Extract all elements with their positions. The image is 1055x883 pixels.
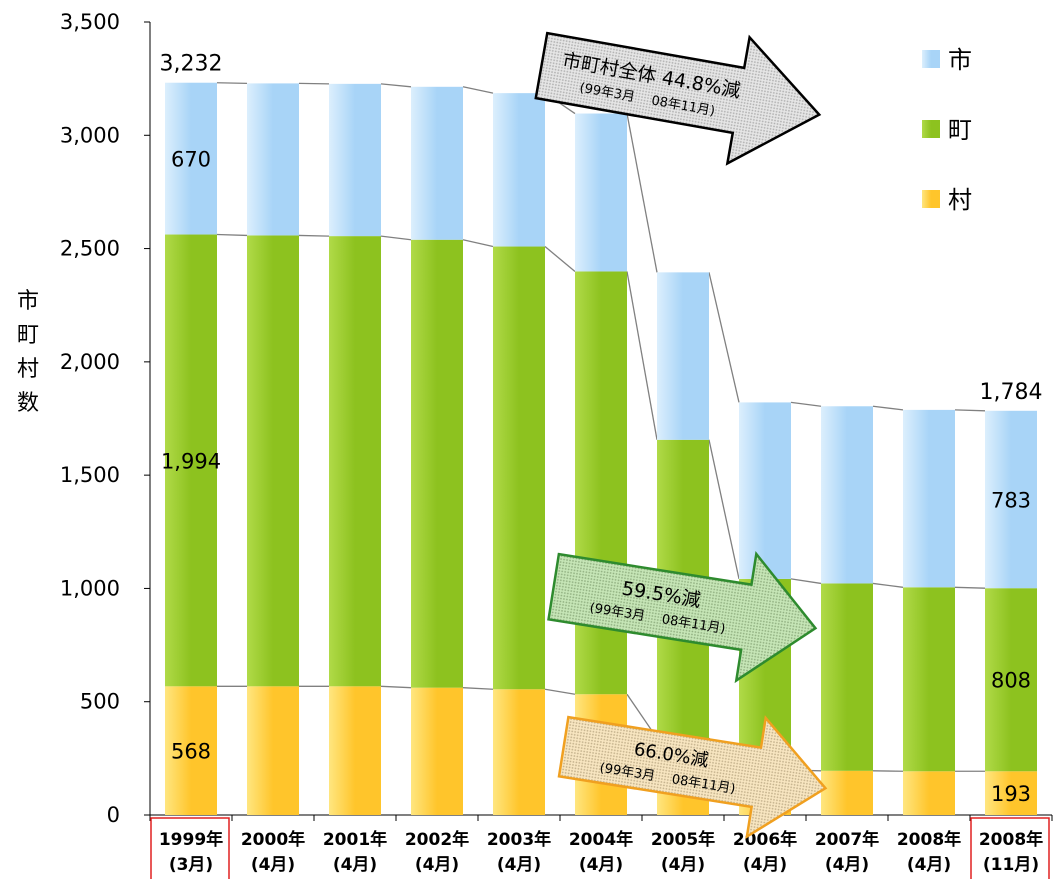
connector-line [381,236,411,240]
x-tick-label-year: 1999年 [159,829,223,850]
x-tick-label-month: (4月) [415,855,459,875]
bar-segment-shi [903,410,955,587]
y-tick-label: 1,500 [60,463,120,487]
y-tick-label: 1,000 [60,576,120,600]
x-tick-label-month: (4月) [251,855,295,875]
bar-segment-shi [821,406,873,583]
y-axis-title-char: 村 [17,357,39,382]
segment-value-label: 193 [991,782,1031,806]
bar-segment-machi [329,236,381,686]
bar-segment-machi [411,240,463,688]
x-tick-label-year: 2001年 [323,829,387,850]
segment-value-label: 670 [171,148,211,172]
x-tick-label-month: (4月) [497,855,541,875]
connector-line [463,87,493,93]
bar-segment-shi [247,83,299,235]
bar-segment-shi [329,84,381,236]
legend-swatch-mura [922,190,940,208]
x-tick-label-year: 2008年 [897,829,961,850]
segment-value-label: 568 [171,740,211,764]
bar-segment-shi [575,114,627,272]
connector-line [545,247,575,272]
connector-line [955,410,985,411]
connector-line [217,83,247,84]
segment-value-label: 808 [991,669,1031,693]
legend-swatch-machi [922,120,940,138]
bar-segment-machi [821,583,873,770]
bar-segment-mura [493,689,545,815]
legend-label-shi: 市 [948,46,972,74]
y-tick-label: 2,000 [60,350,120,374]
bar-segment-mura [329,686,381,815]
y-axis-title-char: 町 [17,323,39,348]
y-axis-title-char: 市 [17,289,39,314]
x-tick-label-year: 2007年 [815,829,879,850]
legend-label-machi: 町 [948,116,972,144]
connector-line [873,406,903,410]
bar-segment-machi [903,587,955,771]
bar-segment-mura [821,771,873,815]
connector-line [627,114,657,273]
y-axis-title-char: 数 [17,391,39,416]
x-tick-label-month: (11月) [983,855,1039,875]
y-tick-label: 500 [80,690,120,714]
bar-segment-machi [247,235,299,686]
total-value-label: 1,784 [980,380,1043,405]
bar-segment-shi [411,87,463,240]
legend-label-mura: 村 [948,186,972,214]
bar-segment-machi [493,247,545,690]
connector-line [299,235,329,236]
connector-line [217,235,247,236]
connector-line [791,402,821,406]
x-tick-label-month: (4月) [333,855,377,875]
legend-swatch-shi [922,50,940,68]
connector-line [545,689,575,694]
x-tick-label-month: (4月) [907,855,951,875]
y-tick-label: 2,500 [60,237,120,261]
x-tick-label-year: 2002年 [405,829,469,850]
x-tick-label-year: 2000年 [241,829,305,850]
segment-value-label: 1,994 [161,449,221,473]
x-tick-label-month: (4月) [825,855,869,875]
x-tick-label-year: 2005年 [651,829,715,850]
x-tick-label-year: 2003年 [487,829,551,850]
x-tick-label-month: (3月) [169,855,213,875]
bar-segment-shi [657,272,709,439]
segment-value-label: 783 [991,488,1031,512]
x-tick-label-month: (4月) [661,855,705,875]
x-tick-label-year: 2004年 [569,829,633,850]
bar-segment-mura [411,688,463,815]
total-value-label: 3,232 [160,52,223,77]
connector-line [627,271,657,439]
connector-line [791,579,821,584]
bar-segment-shi [493,93,545,246]
x-tick-label-year: 2008年 [979,829,1043,850]
connector-line [381,686,411,687]
connector-line [955,587,985,588]
bar-segment-mura [247,686,299,815]
bar-segment-shi [739,402,791,578]
x-tick-label-year: 2006年 [733,829,797,850]
y-tick-label: 3,500 [60,10,120,34]
connector-line [463,240,493,247]
y-tick-label: 0 [107,803,120,827]
bar-segment-mura [903,771,955,815]
y-tick-label: 3,000 [60,123,120,147]
connector-line [709,440,739,579]
connector-line [709,272,739,402]
x-tick-label-month: (4月) [579,855,623,875]
connector-line [873,583,903,587]
connector-line [381,84,411,87]
x-tick-label-month: (4月) [743,855,787,875]
connector-line [463,688,493,690]
